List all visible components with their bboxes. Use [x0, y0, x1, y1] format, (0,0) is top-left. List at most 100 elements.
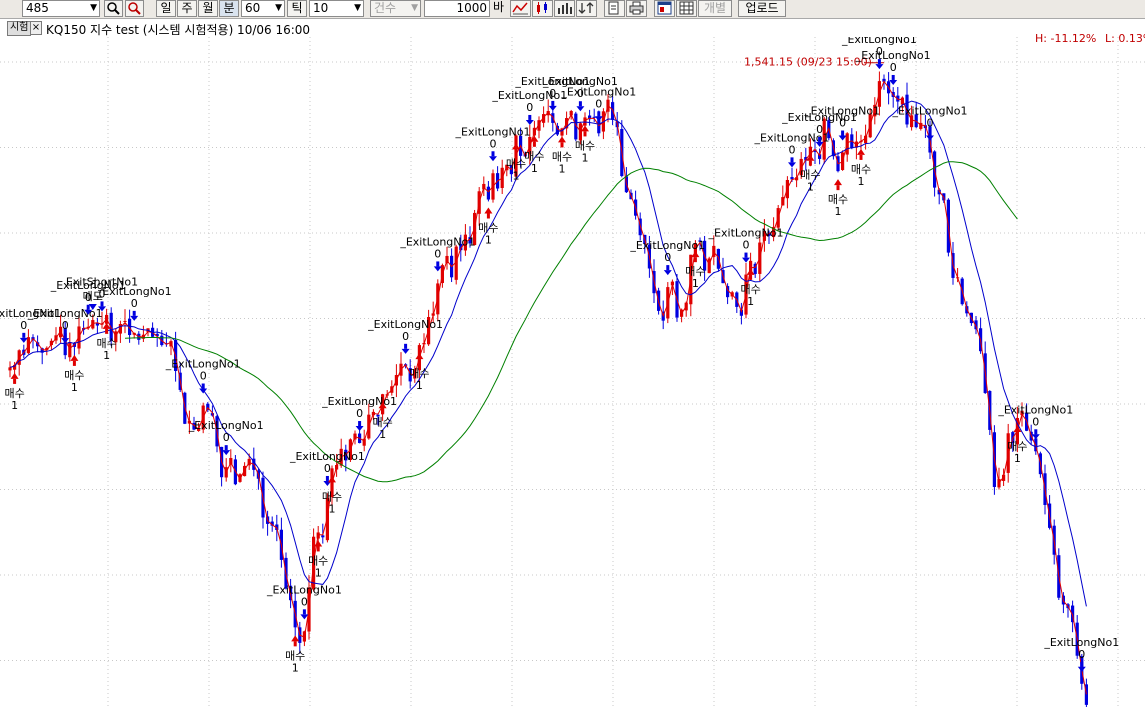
printer-icon: [629, 1, 644, 15]
close-icon[interactable]: ×: [30, 21, 42, 35]
buy-signal-qty: 1: [531, 162, 538, 175]
candle-body: [486, 186, 490, 200]
sell-signal-label: 매도: [83, 290, 103, 303]
count-dropdown: 건수 ▼: [370, 0, 421, 17]
candle-body: [974, 320, 978, 330]
exit-signal-label: _ExitLongNo1: [321, 395, 397, 408]
candle-body: [707, 258, 711, 274]
upload-label: 업로드: [745, 1, 779, 15]
exit-signal-label: _ExitLongNo1: [289, 450, 365, 463]
exit-signal-qty: 0: [85, 291, 92, 304]
exit-signal-label: _ExitLongNo1: [491, 89, 567, 102]
exit-signal-label: _ExitLongNo1: [892, 105, 968, 118]
chart-header: 시험 × KQ150 지수 test (시스템 시험적용) 10/06 16:0…: [0, 19, 1145, 45]
exit-signal-label: _ExitLongNo1: [560, 85, 636, 98]
exit-signal-label: _ExitLongNo1: [629, 239, 705, 252]
exit-signal-label: _ExitLongNo1: [455, 125, 531, 138]
sort-button[interactable]: [576, 0, 597, 17]
period-month-button[interactable]: 월: [198, 0, 218, 17]
buy-signal-label: 매수: [740, 283, 760, 296]
buy-arrow-icon: [328, 476, 336, 483]
tick-button[interactable]: 틱: [287, 0, 307, 17]
buy-signal-label: 매수: [685, 265, 705, 278]
code-dropdown[interactable]: 485 ▼: [22, 0, 100, 17]
max-price-marker: 1,541.15 (09/23 15:00): [744, 56, 872, 69]
exit-arrow-icon: [199, 388, 208, 394]
exit-signal-label: _ExitLongNo1: [542, 75, 618, 88]
grid-button[interactable]: [676, 0, 697, 17]
price-chart[interactable]: 1,541.15 (09/23 15:00)매수10_ExitLongNo10_…: [0, 37, 1145, 707]
window-button[interactable]: [654, 0, 675, 17]
period-month-label: 월: [202, 1, 214, 15]
exit-signal-label: _ExitLongNo1: [96, 285, 172, 298]
buy-arrow-stem: [293, 641, 297, 647]
candle-body: [762, 230, 766, 241]
period-minute-button[interactable]: 분: [219, 0, 239, 17]
bar-count-input[interactable]: 1000: [424, 0, 490, 17]
exit-signal-qty: 0: [526, 101, 533, 114]
search-red-button[interactable]: [125, 0, 144, 17]
candle-body: [68, 342, 72, 358]
tick-dropdown[interactable]: 10 ▼: [309, 0, 364, 17]
print-button[interactable]: [626, 0, 647, 17]
candle-body: [49, 340, 53, 346]
exit-signal-qty: 0: [743, 239, 750, 252]
exit-arrow-icon: [130, 315, 139, 321]
candle-body: [910, 115, 914, 128]
buy-signal-label: 매수: [575, 139, 595, 152]
exit-signal-qty: 0: [434, 247, 441, 260]
buy-signal-label: 매수: [524, 150, 544, 163]
candle-body: [408, 368, 412, 382]
exit-signal-label: _ExitLongNo1: [367, 318, 443, 331]
exit-signal-label: _ExitLongNo1: [781, 111, 857, 124]
exit-arrow-stem: [928, 130, 932, 136]
exit-arrow-stem: [597, 111, 601, 117]
exit-signal-label: _ExitLongNo1: [27, 307, 103, 320]
candle-body: [36, 342, 40, 347]
buy-signal-qty: 1: [11, 399, 18, 412]
chevron-down-icon: ▼: [275, 3, 282, 13]
candle-body: [808, 146, 812, 159]
interval-dropdown[interactable]: 60 ▼: [241, 0, 285, 17]
exit-arrow-icon: [576, 106, 585, 112]
exit-signal-label: _ExitLongNo1: [50, 279, 126, 292]
candle-chart-button[interactable]: [532, 0, 553, 17]
period-day-button[interactable]: 일: [156, 0, 176, 17]
exit-arrow-icon: [926, 135, 934, 141]
exit-signal-label: _ExitLongNo1: [841, 37, 917, 46]
buy-signal-qty: 1: [858, 175, 865, 188]
buy-arrow-stem: [532, 141, 536, 147]
buy-signal-qty: 1: [315, 566, 322, 579]
system-tag-label: 시험: [10, 22, 29, 33]
code-value: 485: [26, 1, 49, 15]
search-button[interactable]: [104, 0, 123, 17]
line-chart-button[interactable]: [510, 0, 531, 17]
exit-signal-qty: 0: [223, 431, 230, 444]
sell-arrow-icon: [88, 304, 97, 311]
exit-arrow-stem: [790, 157, 794, 163]
candle-body: [1020, 410, 1024, 416]
upload-button[interactable]: 업로드: [738, 0, 786, 17]
tick-label: 틱: [291, 1, 303, 15]
buy-signal-qty: 1: [582, 151, 589, 164]
candle-body: [588, 115, 592, 120]
candle-body: [712, 245, 716, 257]
buy-arrow-icon: [378, 402, 387, 409]
exit-arrow-stem: [404, 343, 408, 349]
candle-body: [86, 326, 90, 329]
exit-arrow-stem: [891, 74, 895, 80]
exit-arrow-stem: [841, 130, 845, 136]
document-button[interactable]: [604, 0, 625, 17]
period-week-button[interactable]: 주: [177, 0, 197, 17]
bar-chart-button[interactable]: [554, 0, 575, 17]
buy-arrow-icon: [10, 372, 19, 379]
exit-arrow-icon: [433, 266, 442, 272]
candle-body: [864, 135, 868, 144]
buy-arrow-stem: [417, 359, 421, 365]
period-week-label: 주: [181, 1, 193, 15]
candle-body: [813, 149, 817, 152]
candle-body: [445, 255, 449, 264]
exit-arrow-stem: [818, 136, 822, 142]
candle-body: [321, 535, 325, 538]
exit-signal-qty: 0: [1032, 415, 1039, 428]
